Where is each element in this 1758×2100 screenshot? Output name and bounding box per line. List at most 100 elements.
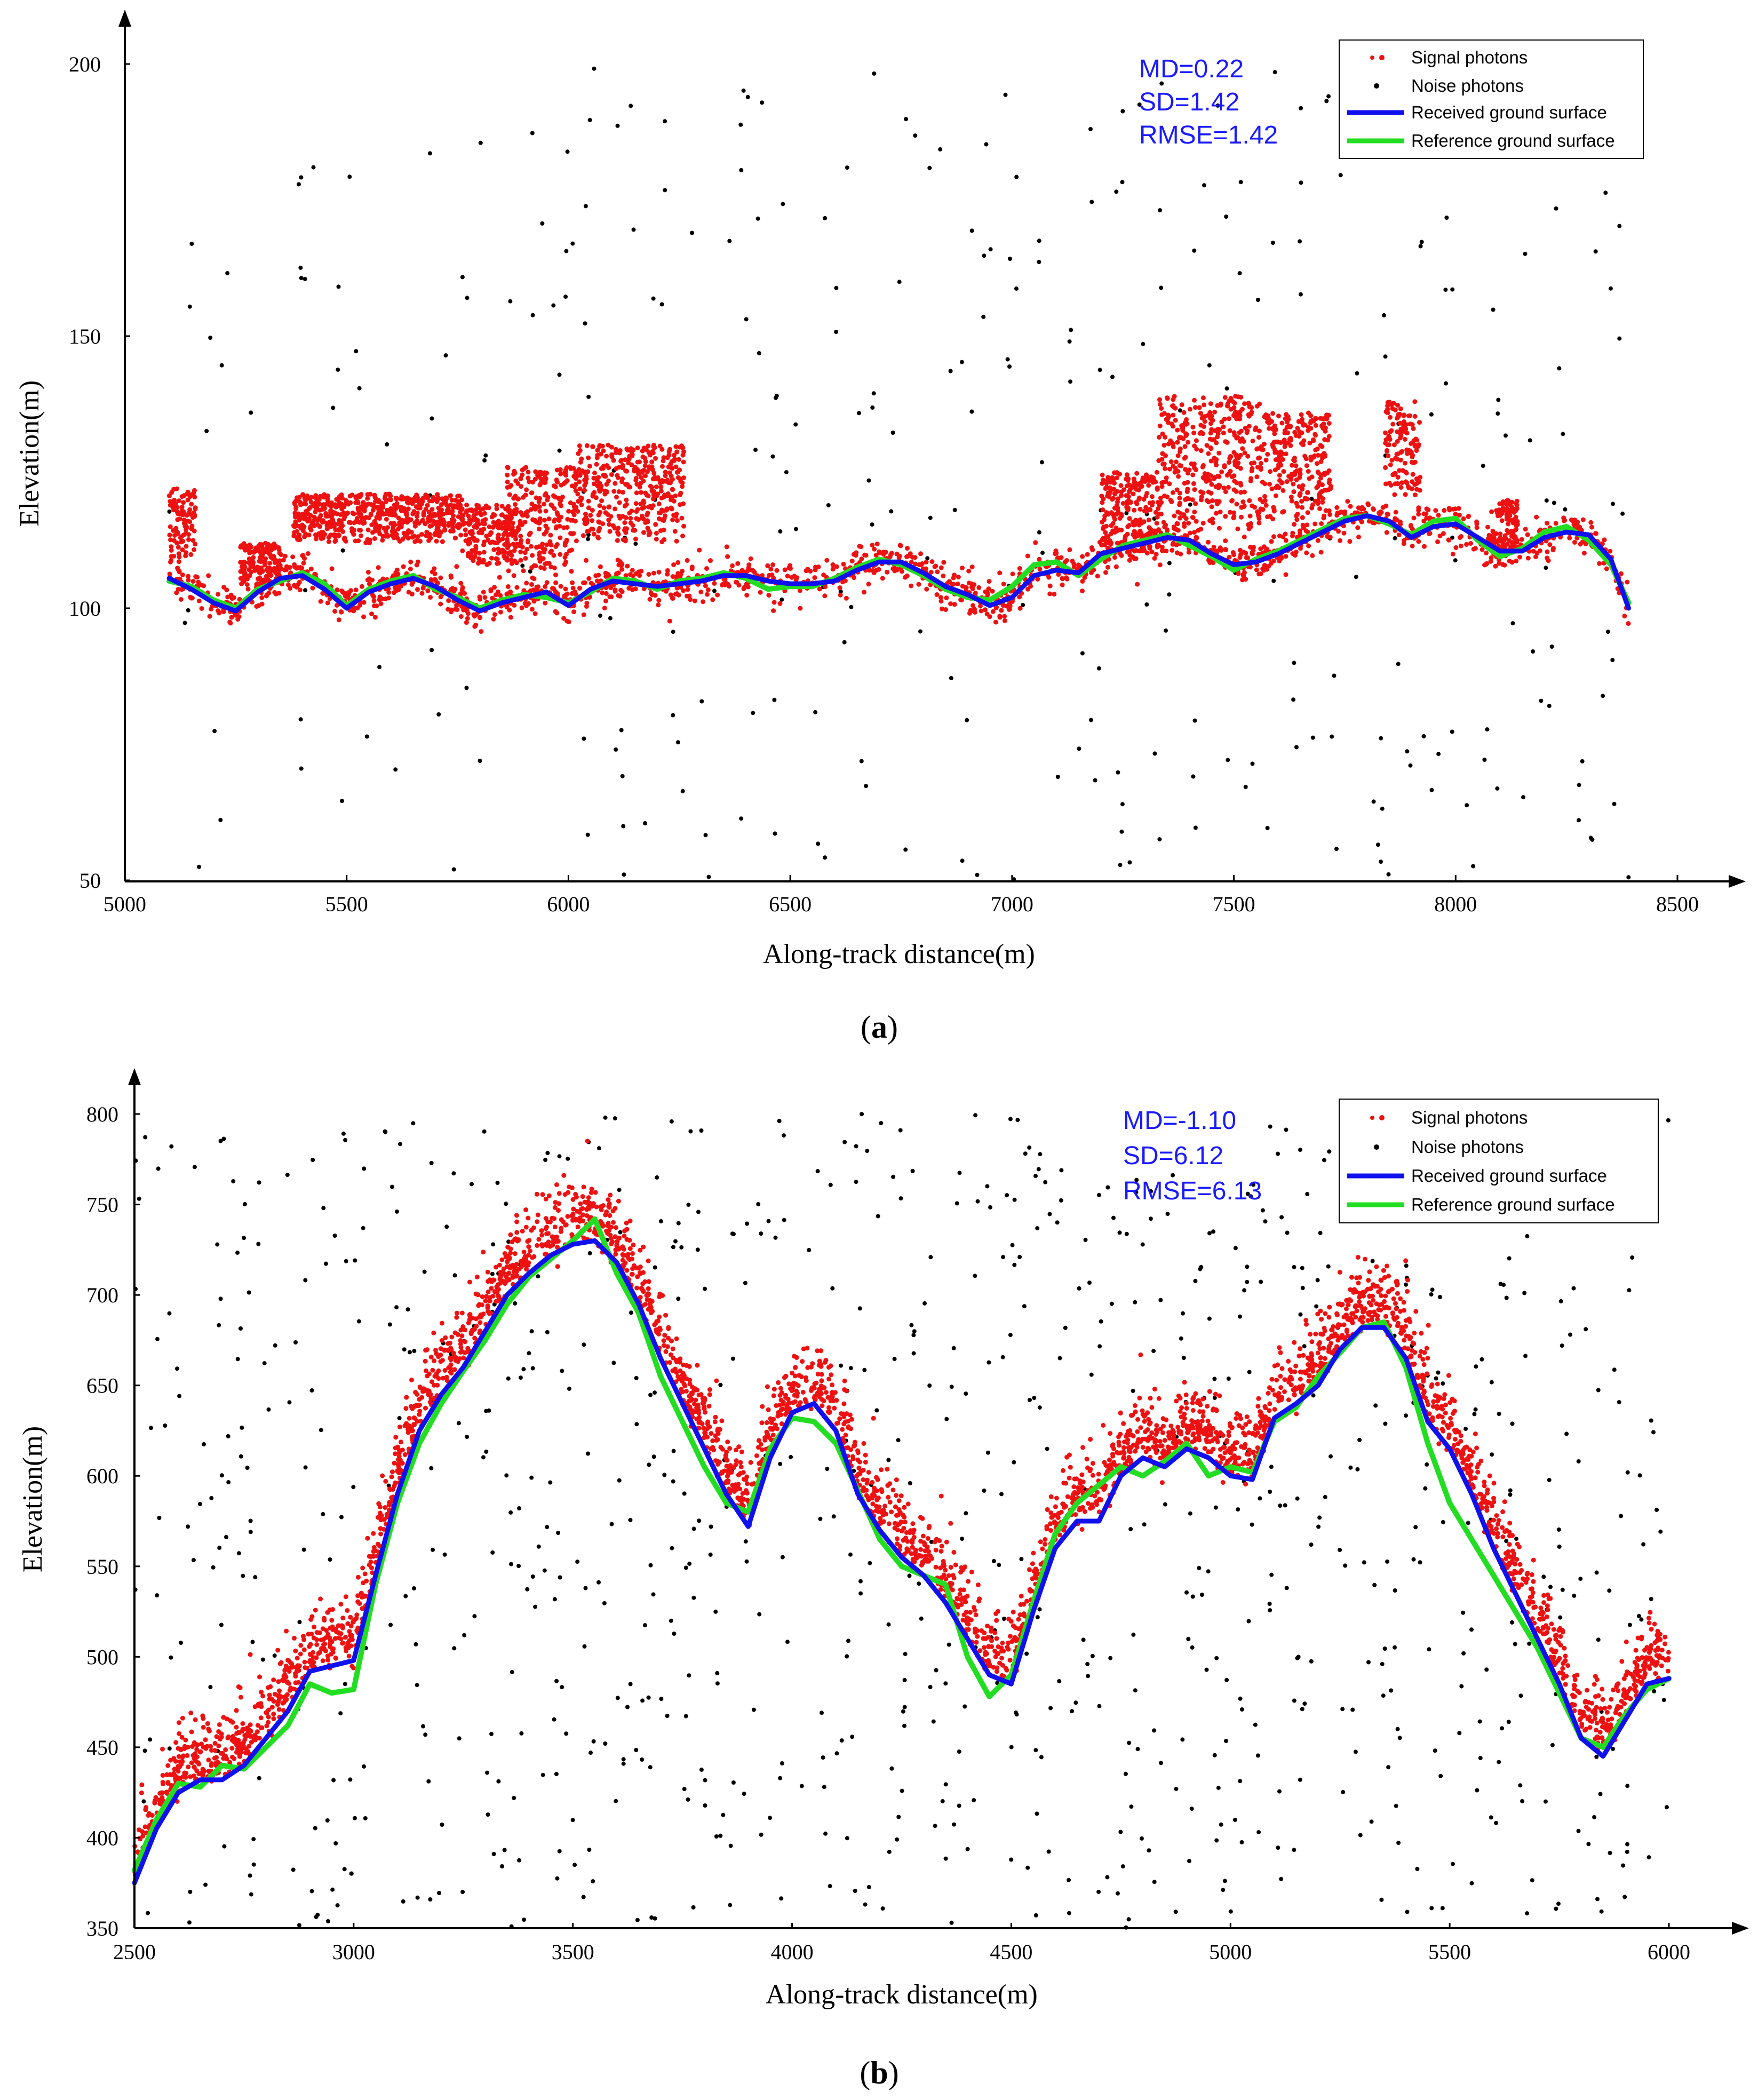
signal-photon [964, 585, 969, 590]
noise-photon [1550, 1743, 1555, 1747]
signal-photon [1281, 469, 1286, 474]
signal-photon [1060, 576, 1065, 581]
noise-photon [394, 1305, 399, 1310]
signal-photon [455, 505, 460, 511]
signal-photon [425, 503, 430, 508]
signal-photon [928, 570, 934, 575]
signal-photon [960, 584, 965, 589]
signal-photon [1007, 603, 1013, 609]
signal-photon [464, 503, 470, 507]
signal-photon [1182, 444, 1188, 449]
signal-photon [372, 615, 378, 620]
signal-photon [1167, 481, 1172, 487]
signal-photon [1388, 415, 1393, 420]
signal-photon [680, 534, 685, 539]
signal-photon [175, 530, 180, 535]
noise-photon [540, 221, 545, 226]
signal-photon [1250, 503, 1255, 508]
signal-photon [1315, 446, 1320, 451]
noise-photon [1599, 1909, 1604, 1914]
signal-photon [293, 506, 299, 511]
signal-photon [244, 582, 250, 587]
signal-photon [758, 590, 763, 595]
noise-photon [1418, 244, 1423, 249]
signal-photon [177, 516, 182, 522]
signal-photon [1453, 512, 1458, 517]
signal-photon [912, 555, 918, 560]
signal-photon [442, 527, 448, 532]
signal-photon [1208, 421, 1213, 426]
signal-photon [1498, 531, 1503, 537]
signal-photon [1198, 411, 1203, 416]
signal-photon [1115, 475, 1120, 480]
noise-photon [1531, 649, 1536, 654]
signal-photon [1268, 469, 1273, 474]
signal-photon [489, 555, 494, 561]
signal-photon [823, 584, 828, 590]
signal-photon [665, 506, 670, 512]
signal-photon [559, 482, 564, 488]
signal-photon [1001, 582, 1006, 587]
signal-photon [645, 469, 650, 474]
signal-photon [830, 567, 836, 572]
signal-photon [499, 550, 504, 555]
signal-photon [298, 566, 304, 571]
noise-photon [975, 872, 980, 877]
signal-photon [951, 575, 956, 580]
signal-photon [1283, 538, 1288, 543]
signal-photon [1204, 443, 1210, 448]
noise-photon [545, 1151, 550, 1156]
signal-photon [606, 442, 611, 448]
signal-photon [1037, 567, 1043, 572]
signal-photon [267, 561, 273, 566]
signal-photon [538, 481, 544, 486]
signal-photon [1253, 425, 1259, 431]
noise-photon [1561, 432, 1565, 436]
signal-photon [1416, 479, 1421, 484]
noise-photon [1039, 1755, 1044, 1760]
signal-photon [519, 605, 524, 610]
signal-photon [630, 568, 635, 573]
signal-photon [1519, 537, 1524, 542]
signal-photon [1157, 502, 1162, 507]
signal-photon [423, 492, 428, 498]
noise-photon [680, 789, 685, 793]
signal-photon [595, 448, 600, 453]
signal-photon [1101, 496, 1106, 502]
signal-photon [544, 561, 550, 566]
noise-photon [177, 1394, 182, 1398]
signal-photon [1258, 467, 1263, 472]
signal-photon [339, 588, 345, 593]
signal-photon [1233, 452, 1238, 457]
signal-photon [543, 600, 548, 606]
signal-photon [403, 511, 409, 516]
signal-photon [657, 443, 663, 449]
signal-photon [1239, 436, 1245, 441]
noise-photon [1596, 1637, 1601, 1642]
signal-photon [897, 553, 902, 559]
noise-photon [1495, 786, 1500, 791]
x-axis-label-a: Along-track distance(m) [763, 939, 1035, 969]
noise-photon [1270, 241, 1275, 245]
signal-photon [1416, 539, 1421, 544]
signal-photon [1188, 530, 1193, 536]
signal-photon [185, 497, 190, 503]
signal-photon [607, 529, 612, 534]
signal-photon [621, 537, 626, 543]
signal-photon [474, 538, 480, 543]
noise-photon [1151, 1349, 1156, 1354]
signal-photon [1327, 478, 1332, 482]
signal-photon [536, 504, 542, 509]
signal-photon [601, 448, 606, 454]
noise-photon [331, 405, 336, 410]
signal-photon [1184, 489, 1190, 495]
signal-photon [619, 567, 625, 572]
signal-photon [641, 505, 647, 510]
signal-photon [1159, 457, 1165, 462]
signal-photon [1500, 507, 1505, 513]
signal-photon [899, 569, 904, 574]
signal-photon [347, 494, 353, 499]
signal-photon [494, 592, 498, 598]
signal-photon [685, 593, 690, 599]
signal-photon [830, 562, 836, 567]
